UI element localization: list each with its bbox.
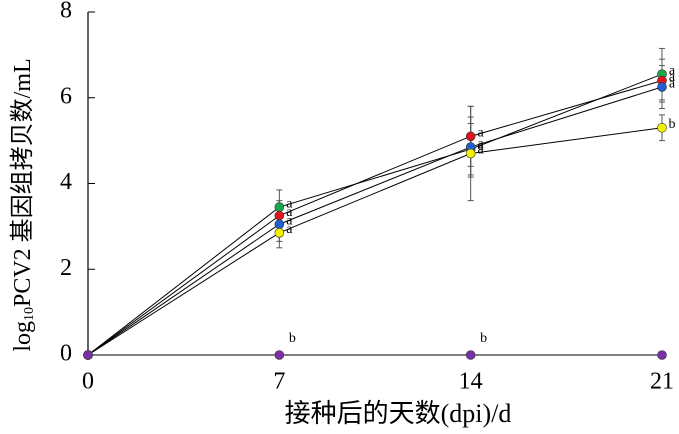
data-point [274,228,285,238]
x-tick-label: 21 [650,369,674,395]
data-point [274,202,285,212]
significance-letter: a [669,63,676,78]
significance-letter: a [669,76,676,91]
significance-letter: a [478,136,485,151]
y-axis-label: log10PCV2 基因组拷贝数/mL [9,58,38,351]
significance-letter: a [286,205,293,220]
significance-letter: a [669,70,676,85]
data-point [274,350,285,360]
significance-letter: a [286,222,293,237]
significance-letter: a [286,196,293,211]
y-tick-label: 4 [60,169,72,195]
series-line [87,73,663,356]
x-tick-label: 14 [459,369,483,395]
significance-letter: a [286,213,293,228]
data-point [657,122,667,133]
series-line [87,80,663,356]
y-tick-label: 8 [60,0,72,24]
significance-letter: a [478,138,485,153]
data-point [657,82,667,92]
significance-letter: b [289,331,296,346]
data-point [465,131,476,142]
significance-letter: b [669,117,676,132]
x-tick-label: 7 [273,369,285,395]
x-tick-label: 0 [82,369,94,395]
y-label-sub: 10 [22,307,37,321]
significance-letter: a [478,126,485,141]
data-point [465,350,476,360]
data-point [657,350,667,360]
significance-letter: b [480,331,487,346]
data-point [83,350,93,360]
y-tick-label: 0 [60,341,72,367]
data-point [465,148,476,159]
y-label-part: log [10,321,36,352]
significance-letter: a [478,143,485,158]
y-tick-label: 2 [60,255,72,281]
y-tick-label: 6 [60,83,72,109]
data-point [274,219,285,230]
series-line [87,86,663,356]
data-point [274,210,285,221]
x-axis-label: 接种后的天数(dpi)/d [285,399,512,428]
y-label-part: PCV2 基因组拷贝数/mL [9,58,36,307]
series-line [87,127,663,356]
